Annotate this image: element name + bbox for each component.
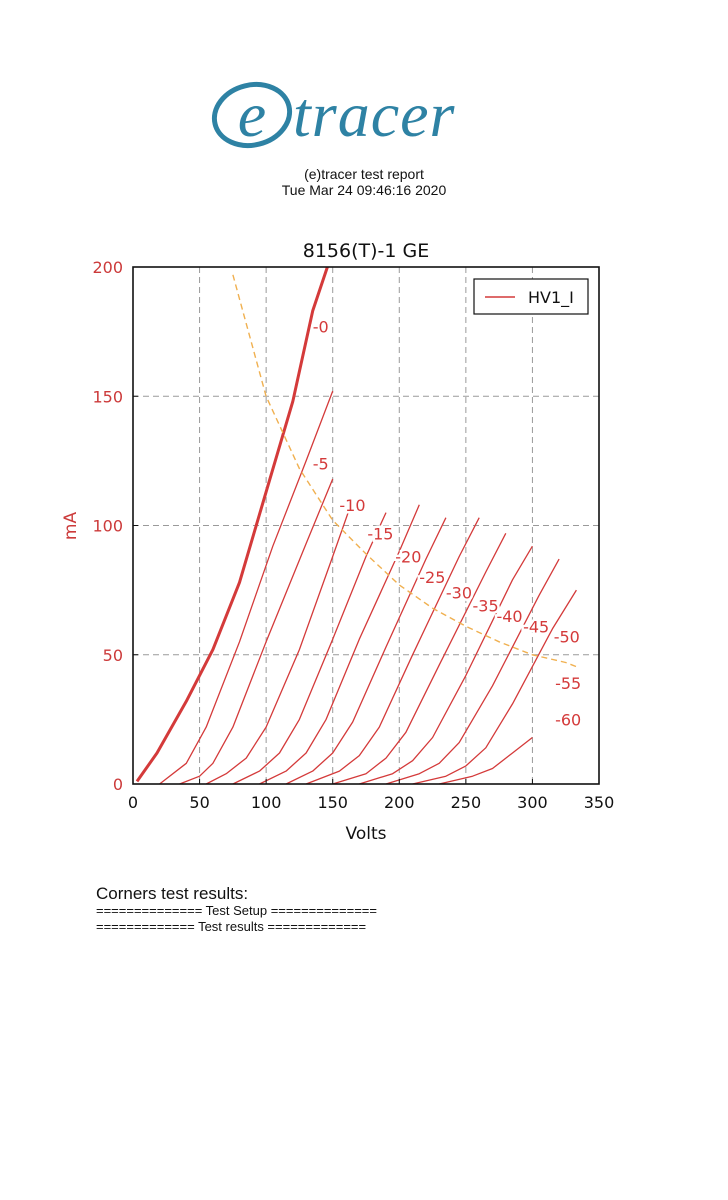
x-tick-label: 50 <box>189 793 209 812</box>
series-line <box>439 736 533 785</box>
curve-label: -50 <box>554 628 580 647</box>
series-line <box>332 533 507 785</box>
x-tick-label: 200 <box>384 793 415 812</box>
load-line <box>232 274 580 669</box>
y-tick-label: 150 <box>92 387 123 406</box>
series-line <box>205 499 354 785</box>
etracer-logo: e tracer <box>211 79 456 150</box>
series-line <box>385 558 560 785</box>
series-line <box>159 390 334 785</box>
setup-line: ============== Test Setup ============== <box>96 903 377 918</box>
curve-label: -40 <box>496 607 522 626</box>
series-line <box>412 589 577 785</box>
y-axis-label: mA <box>61 512 81 541</box>
series-group <box>135 266 577 785</box>
curve-label: -0 <box>313 317 329 336</box>
curve-label: -5 <box>313 454 329 473</box>
legend: HV1_I <box>473 278 589 315</box>
chart-title: 8156(T)-1 GE <box>303 240 430 262</box>
y-tick-label: 50 <box>103 646 123 665</box>
curve-label: -60 <box>555 710 581 729</box>
test-results: Corners test results: ============== Tes… <box>96 884 377 935</box>
report-title: (e)tracer test report <box>304 166 424 182</box>
series-line <box>259 504 420 785</box>
results-line: ============= Test results ============= <box>96 919 367 934</box>
x-tick-label: 300 <box>517 793 548 812</box>
results-heading: Corners test results: <box>96 884 249 903</box>
x-tick-label: 100 <box>251 793 282 812</box>
curve-label: -25 <box>419 568 445 587</box>
logo-text: tracer <box>293 79 456 150</box>
load-line-group <box>232 274 580 669</box>
y-tick-label: 0 <box>113 775 123 794</box>
x-tick-label: 250 <box>451 793 482 812</box>
curve-label: -15 <box>367 524 393 543</box>
curve-label: -10 <box>339 496 365 515</box>
x-axis-label: Volts <box>346 824 387 844</box>
curve-label: -35 <box>473 597 499 616</box>
report-header: (e)tracer test report Tue Mar 24 09:46:1… <box>0 166 728 198</box>
series-line <box>359 545 533 785</box>
curve-label: -30 <box>446 584 472 603</box>
series-line <box>179 478 334 785</box>
logo-ring <box>211 81 293 149</box>
curve-labels: -0 -5 -10-15-20-25-30-35-40-45 -50 -55 -60 <box>310 315 583 732</box>
report-date: Tue Mar 24 09:46:16 2020 <box>281 182 447 198</box>
series-line <box>305 517 480 785</box>
logo-mark: e <box>238 79 266 150</box>
curve-label: -55 <box>555 674 581 693</box>
ticks: 0 50 100 150 200 250 300 350 0 50 100 150 200 <box>92 258 614 812</box>
x-tick-label: 150 <box>317 793 348 812</box>
series-line <box>135 266 329 783</box>
legend-entry: HV1_I <box>528 288 574 308</box>
grid <box>133 267 599 784</box>
x-tick-label: 350 <box>584 793 615 812</box>
curve-label: -20 <box>395 548 421 567</box>
x-tick-label: 0 <box>128 793 138 812</box>
curve-label: -45 <box>523 617 549 636</box>
series-line <box>285 517 447 785</box>
series-line <box>232 512 387 785</box>
y-tick-label: 100 <box>92 517 123 536</box>
y-tick-label: 200 <box>92 258 123 277</box>
plate-curve-chart: 8156(T)-1 GE -0 -5 -10-15-20-25-30-35-40-4… <box>61 240 614 844</box>
